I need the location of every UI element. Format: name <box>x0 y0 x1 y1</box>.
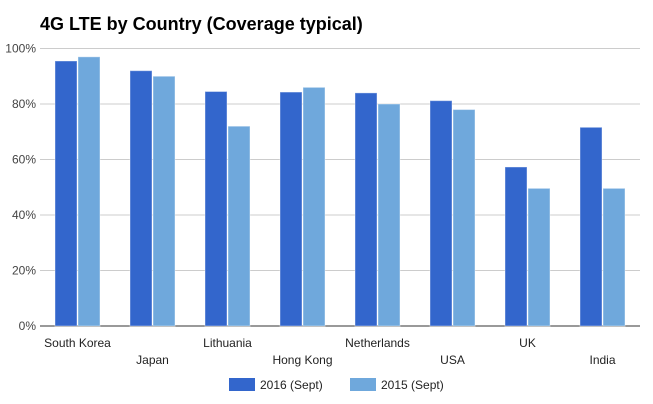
x-tick-label: South Korea <box>44 336 111 350</box>
x-tick-label: Hong Kong <box>272 353 332 367</box>
y-tick-label: 60% <box>12 153 36 167</box>
legend-swatch <box>350 378 376 391</box>
bar-2015 <box>602 187 626 327</box>
bar-2015 <box>77 56 101 327</box>
chart-title: 4G LTE by Country (Coverage typical) <box>40 14 363 34</box>
y-tick-label: 80% <box>12 97 36 111</box>
y-tick-label: 0% <box>19 319 37 333</box>
x-tick-label: India <box>589 353 615 367</box>
bar-2015 <box>302 86 326 327</box>
y-axis-ticks: 0% 20% 40% 60% 80% 100% <box>5 42 36 334</box>
y-tick-label: 100% <box>5 42 36 56</box>
y-tick-label: 40% <box>12 208 36 222</box>
legend-swatch <box>229 378 255 391</box>
bar-2015 <box>227 125 251 327</box>
bar-2016 <box>504 166 528 327</box>
bar-2015 <box>527 187 551 327</box>
bar-2016 <box>204 91 228 327</box>
bars <box>54 56 626 327</box>
bar-2016 <box>429 100 453 327</box>
y-tick-label: 20% <box>12 264 36 278</box>
x-tick-label: Netherlands <box>345 336 410 350</box>
x-tick-label: Japan <box>136 353 169 367</box>
bar-2016 <box>579 126 603 327</box>
bar-2015 <box>452 109 476 327</box>
bar-2016 <box>354 92 378 327</box>
bar-2016 <box>279 91 303 327</box>
legend-label: 2016 (Sept) <box>260 378 323 392</box>
bar-2015 <box>152 75 176 327</box>
x-tick-label: UK <box>519 336 536 350</box>
x-tick-label: USA <box>440 353 465 367</box>
bar-2016 <box>129 70 153 327</box>
x-tick-label: Lithuania <box>203 336 252 350</box>
bar-2015 <box>377 103 401 327</box>
legend: 2016 (Sept) 2015 (Sept) <box>229 378 444 392</box>
legend-label: 2015 (Sept) <box>381 378 444 392</box>
x-axis-labels: South Korea Japan Lithuania Hong Kong Nether… <box>44 336 616 367</box>
bar-2016 <box>54 60 78 327</box>
